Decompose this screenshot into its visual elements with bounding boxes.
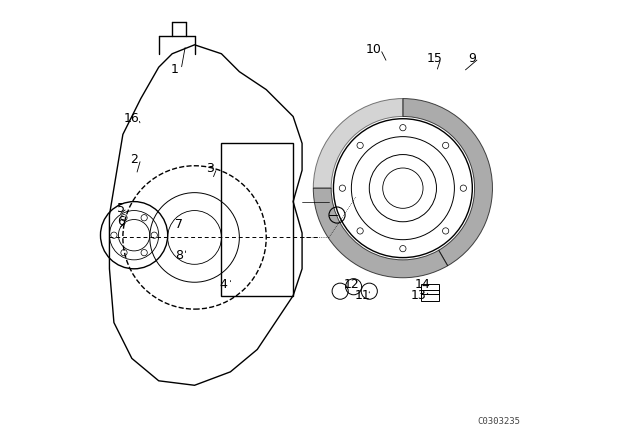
Text: 12: 12: [344, 278, 359, 291]
Wedge shape: [403, 99, 492, 266]
Wedge shape: [314, 99, 403, 188]
Text: 1: 1: [170, 63, 179, 76]
Wedge shape: [314, 188, 448, 278]
Text: 7: 7: [175, 217, 183, 231]
Text: C0303235: C0303235: [477, 417, 521, 426]
Text: 9: 9: [468, 52, 476, 65]
Text: 15: 15: [426, 52, 442, 65]
Text: 10: 10: [366, 43, 381, 56]
Text: 5: 5: [116, 202, 125, 215]
Bar: [421, 290, 439, 301]
Text: 6: 6: [116, 215, 125, 228]
Text: 11: 11: [355, 289, 371, 302]
Text: 14: 14: [415, 278, 431, 291]
Text: 4: 4: [220, 278, 228, 291]
Text: 8: 8: [175, 249, 183, 262]
Text: 13: 13: [411, 289, 426, 302]
Text: 3: 3: [206, 161, 214, 175]
Text: 16: 16: [124, 112, 140, 125]
Bar: [421, 284, 439, 294]
Text: 2: 2: [130, 152, 138, 166]
